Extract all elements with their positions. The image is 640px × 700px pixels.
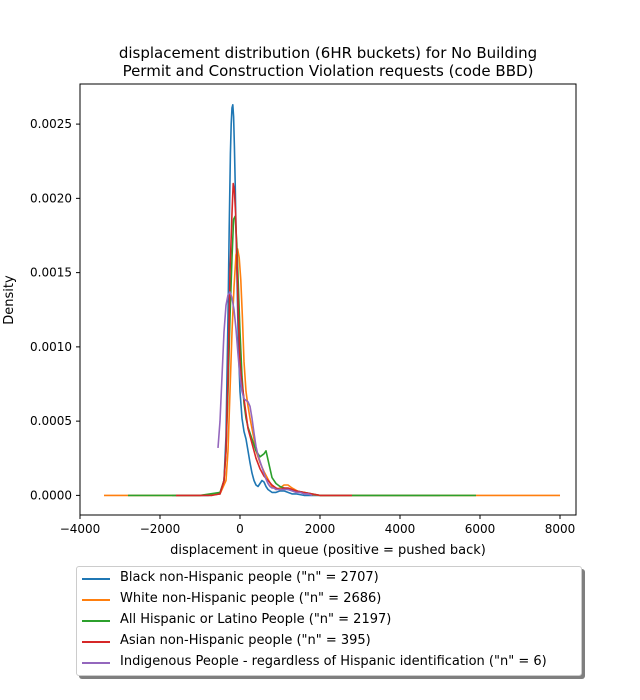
series-line — [172, 104, 440, 497]
legend: Black non-Hispanic people ("n" = 2707) W… — [76, 566, 582, 676]
series-line — [176, 182, 352, 497]
x-tick-label: 2000 — [305, 522, 336, 536]
y-axis-label: Density — [2, 275, 17, 325]
x-tick-label: 4000 — [385, 522, 416, 536]
x-axis: −4000 −2000 0 2000 4000 6000 8000 — [60, 515, 576, 536]
legend-swatch — [82, 578, 110, 580]
legend-swatch — [82, 599, 110, 601]
y-tick-label: 0.0015 — [30, 266, 72, 280]
legend-item: All Hispanic or Latino People ("n" = 219… — [77, 611, 581, 631]
x-tick-label: 0 — [236, 522, 244, 536]
legend-item: Asian non-Hispanic people ("n" = 395) — [77, 632, 581, 652]
chart-title-line-2: Permit and Construction Violation reques… — [123, 62, 534, 80]
legend-swatch — [82, 662, 110, 664]
series-line — [128, 215, 476, 497]
x-tick-label: 6000 — [465, 522, 496, 536]
legend-label: Black non-Hispanic people ("n" = 2707) — [120, 570, 379, 585]
y-tick-label: 0.0020 — [30, 191, 72, 205]
y-tick-label: 0.0005 — [30, 414, 72, 428]
y-tick-label: 0.0000 — [30, 488, 72, 502]
x-tick-label: 8000 — [545, 522, 576, 536]
legend-label: Asian non-Hispanic people ("n" = 395) — [120, 633, 371, 648]
series-line — [217, 291, 313, 497]
legend-swatch — [82, 620, 110, 622]
plot-frame — [79, 83, 577, 516]
x-tick-label: −2000 — [140, 522, 181, 536]
legend-swatch — [82, 641, 110, 643]
x-tick-label: −4000 — [60, 522, 101, 536]
legend-label: White non-Hispanic people ("n" = 2686) — [120, 591, 382, 606]
series-line — [104, 248, 560, 497]
legend-label: All Hispanic or Latino People ("n" = 219… — [120, 612, 392, 627]
legend-item: Black non-Hispanic people ("n" = 2707) — [77, 569, 581, 589]
y-axis: 0.0000 0.0005 0.0010 0.0015 0.0020 0.0025 — [30, 117, 80, 502]
legend-item: White non-Hispanic people ("n" = 2686) — [77, 590, 581, 610]
x-axis-label: displacement in queue (positive = pushed… — [170, 543, 486, 558]
legend-label: Indigenous People - regardless of Hispan… — [120, 654, 547, 669]
chart-title-line-1: displacement distribution (6HR buckets) … — [119, 44, 537, 62]
y-tick-label: 0.0025 — [30, 117, 72, 131]
y-tick-label: 0.0010 — [30, 340, 72, 354]
legend-item: Indigenous People - regardless of Hispan… — [77, 653, 581, 673]
plot-series-group — [104, 104, 560, 497]
